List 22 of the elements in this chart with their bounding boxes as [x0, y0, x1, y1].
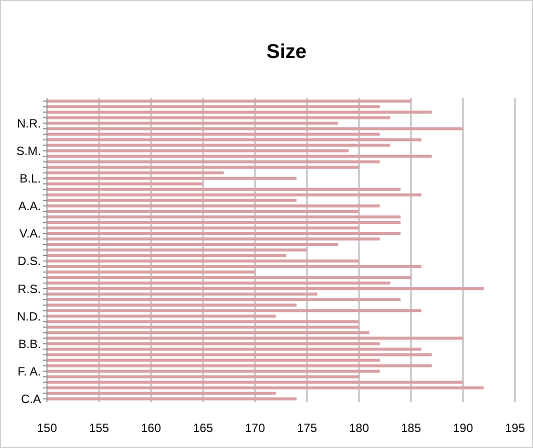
y-tick-label: S.M. — [16, 144, 41, 158]
x-tick-label: 155 — [88, 421, 110, 435]
y-tick-label: C.A — [20, 392, 41, 406]
x-tick-label: 160 — [140, 421, 162, 435]
x-tick-label: 170 — [244, 421, 266, 435]
x-tick-label: 190 — [452, 421, 474, 435]
y-tick-label: R.S. — [18, 282, 41, 296]
y-tick-label: B.B. — [18, 336, 41, 351]
x-tick-label: 195 — [504, 421, 526, 435]
y-tick-label: D.S. — [18, 254, 41, 268]
y-tick-label: N.R. — [17, 116, 41, 130]
y-tick-label: N.D. — [17, 309, 41, 324]
chart-title: Size — [266, 41, 307, 63]
y-tick-label: A.A. — [18, 199, 41, 214]
x-tick-label: 180 — [348, 421, 370, 435]
y-tick-label: F. A. — [18, 364, 41, 378]
x-tick-label: 175 — [296, 421, 318, 435]
y-tick-label: V.A. — [19, 226, 41, 241]
x-tick-label: 150 — [36, 421, 58, 435]
y-tick-label: B.L. — [20, 172, 41, 186]
x-tick-label: 185 — [400, 421, 422, 435]
x-tick-label: 165 — [192, 421, 214, 435]
